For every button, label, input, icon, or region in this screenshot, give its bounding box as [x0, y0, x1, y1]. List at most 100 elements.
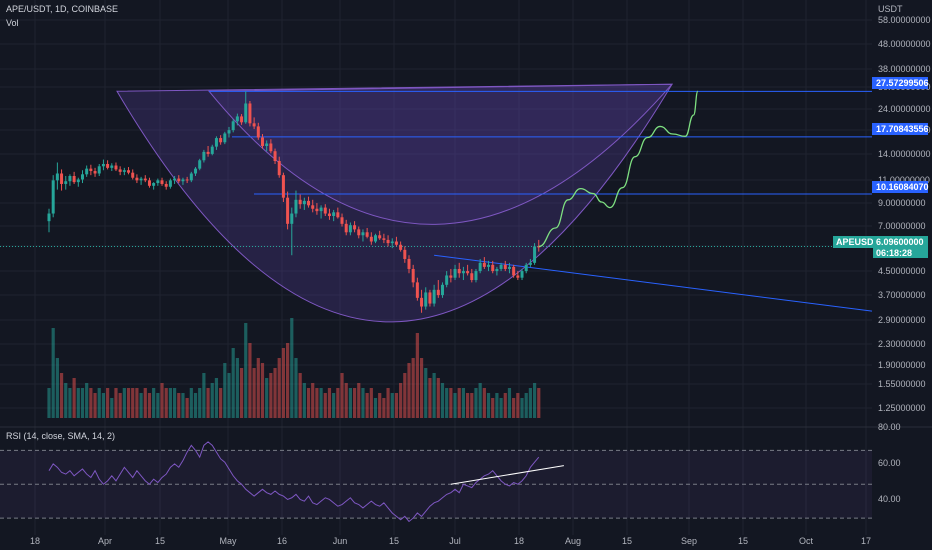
price-tick: 3.70000000 — [878, 290, 926, 300]
time-tick: 15 — [155, 536, 165, 546]
candle-body — [474, 271, 478, 281]
candle-body — [256, 126, 260, 138]
rsi-line — [48, 441, 540, 523]
candle-body — [503, 264, 507, 269]
candle-body — [307, 200, 311, 206]
price-tick: 11.00000000 — [878, 175, 930, 185]
candle-body — [491, 264, 495, 272]
time-tick: 16 — [277, 536, 287, 546]
currency-label: USDT — [878, 4, 903, 14]
level-tag-1: 27.57299506 — [872, 77, 929, 89]
candle-body — [143, 178, 147, 181]
candle-body — [470, 273, 474, 281]
price-tick: 38.00000000 — [878, 64, 931, 74]
candle-body — [127, 170, 131, 173]
symbol-title[interactable]: APE/USDT, 1D, COINBASE — [6, 4, 118, 14]
candle-body — [286, 197, 290, 224]
candle-body — [160, 180, 164, 184]
volume-bar — [118, 393, 122, 418]
price-tick: 14.00000000 — [878, 149, 931, 159]
outer-cup — [116, 83, 673, 323]
candle-body — [348, 225, 352, 233]
candle-body — [369, 236, 373, 242]
level-tag-2: 17.70843556 — [872, 123, 929, 135]
volume-bar — [143, 388, 147, 418]
candle-body — [189, 173, 193, 181]
candle-body — [214, 138, 218, 147]
candle-body — [198, 160, 202, 169]
candle-body — [147, 180, 151, 186]
volume-bar — [248, 343, 252, 418]
price-tick: 1.90000000 — [878, 360, 926, 370]
rsi-tick: 40.00 — [878, 494, 901, 504]
volume-bar — [482, 388, 486, 418]
volume-bar — [55, 358, 59, 418]
price-tick: 4.50000000 — [878, 266, 926, 276]
volume-bar — [436, 378, 440, 418]
candle-body — [344, 223, 348, 233]
volume-bar — [223, 363, 227, 418]
candle-body — [340, 217, 344, 224]
candle-body — [47, 213, 51, 222]
rsi-tick: 60.00 — [878, 458, 901, 468]
candles — [47, 91, 541, 313]
time-tick: Aug — [565, 536, 581, 546]
candle-body — [93, 171, 97, 174]
volume-bar — [256, 358, 260, 418]
volume-bar — [126, 388, 131, 418]
candle-body — [482, 262, 486, 267]
candle-body — [407, 258, 411, 269]
volume-bar — [449, 388, 453, 418]
volume-bar — [131, 388, 135, 418]
candle-body — [76, 179, 80, 183]
volume-bar — [532, 383, 537, 418]
price-tick: 58.00000000 — [878, 15, 931, 25]
candle-body — [424, 292, 428, 307]
time-tick: May — [219, 536, 237, 546]
candle-body — [72, 176, 76, 183]
candle-body — [202, 151, 206, 161]
volume-bar — [524, 393, 528, 418]
volume-bar — [382, 398, 386, 418]
candle-body — [390, 241, 394, 244]
candle-body — [106, 163, 110, 168]
volume-bar — [231, 348, 235, 418]
candle-body — [89, 168, 93, 172]
volume-bar — [386, 388, 390, 418]
volume-bar — [214, 378, 219, 418]
volume-bar — [198, 388, 202, 418]
candle-body — [240, 116, 244, 123]
volume-bar — [185, 398, 189, 418]
candle-body — [152, 183, 156, 186]
candle-body — [440, 284, 444, 296]
candle-body — [374, 235, 378, 242]
volume-bar — [352, 388, 357, 418]
candle-body — [219, 138, 223, 143]
price-tick: 1.25000000 — [878, 403, 926, 413]
candle-body — [461, 271, 465, 274]
candle-body — [382, 238, 386, 240]
time-tick: 15 — [389, 536, 399, 546]
candle-body — [528, 262, 532, 265]
rsi-tick: 80.00 — [878, 422, 901, 432]
candle-body — [273, 151, 277, 162]
candle-body — [415, 282, 419, 298]
volume-bar — [369, 388, 373, 418]
time-tick: 15 — [622, 536, 632, 546]
volume-bar — [47, 388, 51, 418]
price-tick: 24.00000000 — [878, 104, 931, 114]
time-tick: 15 — [738, 536, 748, 546]
candle-body — [298, 199, 302, 205]
current-countdown: 06:18:28 — [876, 248, 912, 258]
volume-bar — [306, 388, 311, 418]
candle-body — [177, 178, 181, 182]
candle-body — [302, 200, 306, 205]
candle-body — [281, 175, 285, 198]
volume-bar — [219, 388, 223, 418]
time-tick: 18 — [514, 536, 524, 546]
volume-bar — [206, 388, 210, 418]
volume-bar — [202, 373, 206, 418]
volume-bar — [407, 363, 411, 418]
rsi-label[interactable]: RSI (14, close, SMA, 14, 2) — [6, 431, 115, 441]
